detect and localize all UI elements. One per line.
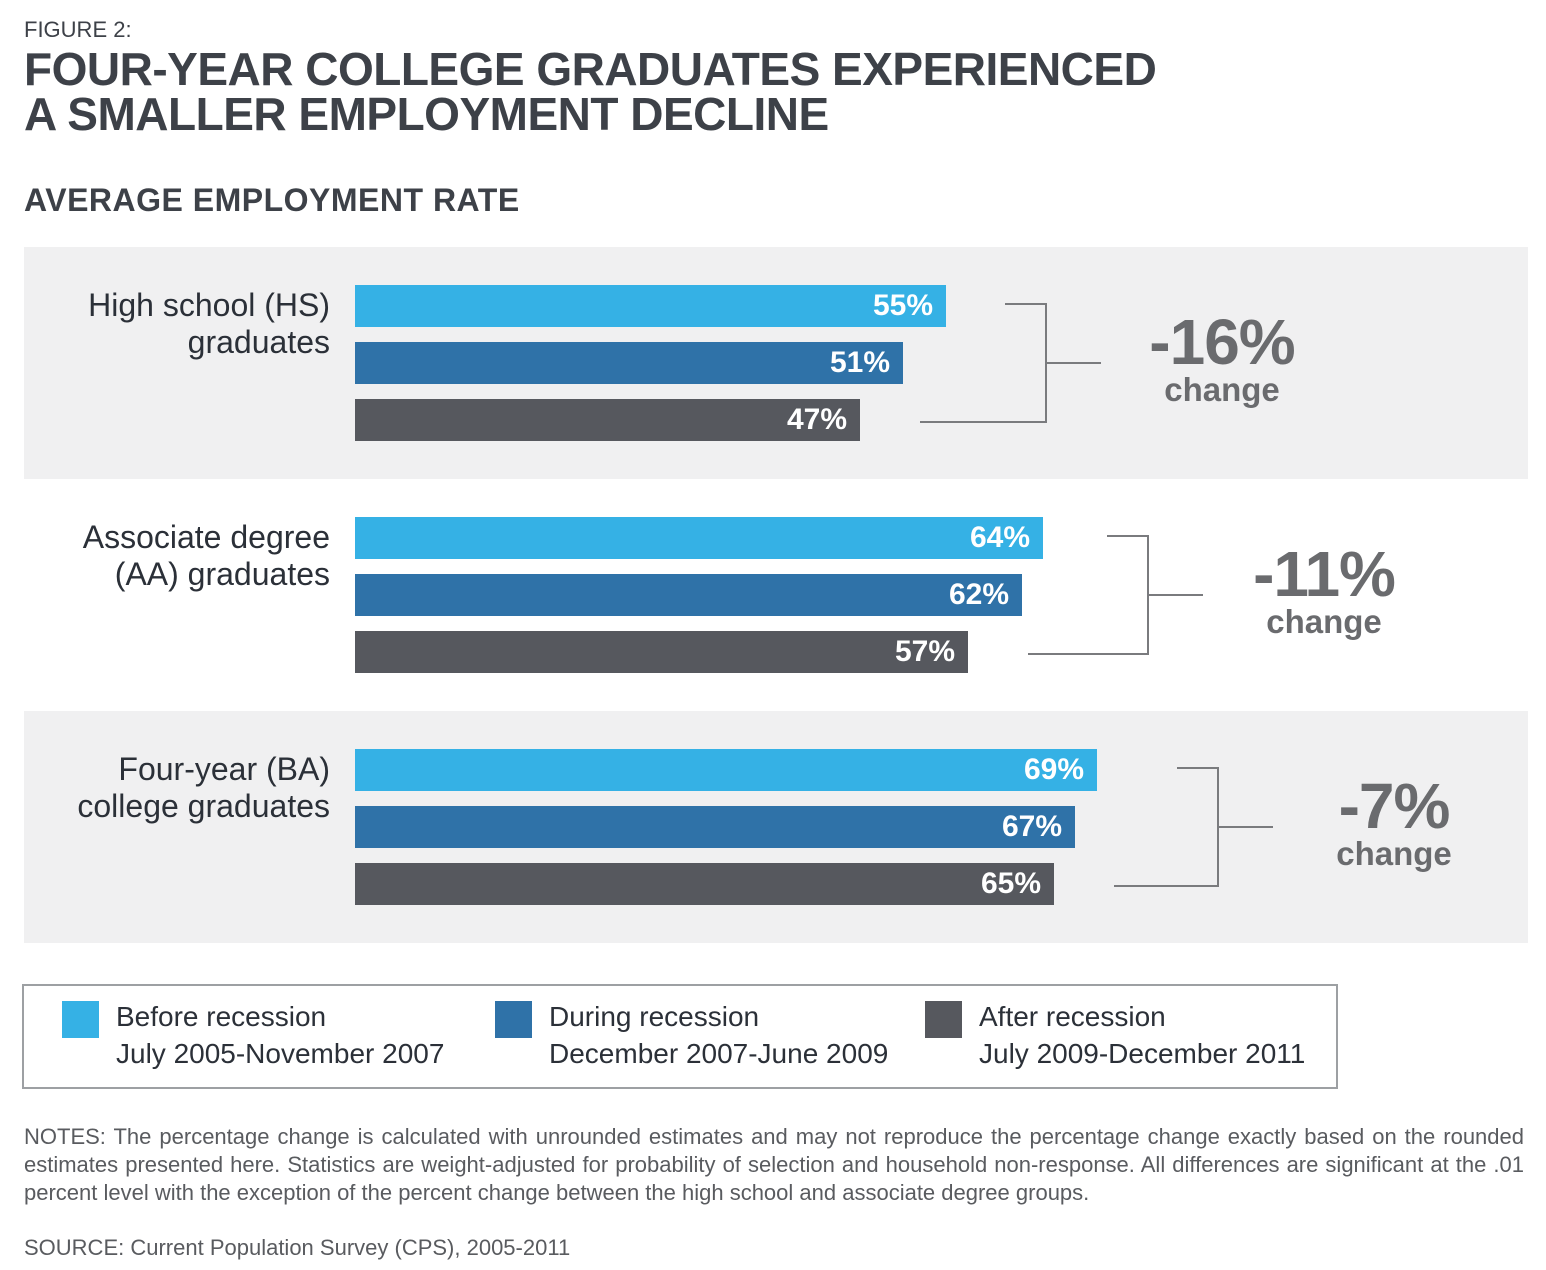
bar-value-label: 51% [829, 346, 890, 379]
change-value: -7% [1338, 770, 1451, 842]
bracket-middle-line [1147, 594, 1203, 596]
bracket-top-line [1005, 303, 1045, 305]
legend-series-period: July 2005-November 2007 [116, 1038, 445, 1069]
legend-label: Before recession July 2005-November 2007 [116, 998, 444, 1072]
category-label: High school (HS) graduates [24, 247, 355, 479]
category-label-line2: (AA) graduates [114, 556, 330, 592]
bar-value-label: 69% [1023, 753, 1084, 786]
category-label: Associate degree (AA) graduates [24, 479, 355, 711]
figure-label: FIGURE 2: [24, 17, 132, 42]
change-value: -16% [1149, 306, 1295, 378]
legend-item-during-recession: During recession December 2007-June 2009 [495, 998, 888, 1072]
legend-swatch-before [62, 1001, 99, 1038]
bracket-middle-line [1045, 362, 1101, 364]
figure-title-line1: FOUR-YEAR COLLEGE GRADUATES EXPERIENCED [24, 43, 1157, 95]
legend-series-period: July 2009-December 2011 [979, 1038, 1306, 1069]
change-annotation: -16% change [1117, 306, 1327, 408]
legend-series-name: During recession [549, 1001, 760, 1032]
legend-item-after-recession: After recession July 2009-December 2011 [925, 998, 1305, 1072]
source-text: SOURCE: Current Population Survey (CPS),… [24, 1235, 571, 1260]
figure-title: FOUR-YEAR COLLEGE GRADUATES EXPERIENCED A… [24, 46, 1522, 140]
bar-before-recession: 55% [355, 285, 946, 327]
bars-area: 69% 67% 65% -7% change [355, 711, 1528, 943]
bar-after-recession: 47% [355, 399, 860, 441]
chart-subtitle: AVERAGE EMPLOYMENT RATE [24, 182, 520, 218]
figure-header: FIGURE 2: FOUR-YEAR COLLEGE GRADUATES EX… [0, 0, 1546, 218]
bar-value-label: 47% [786, 403, 847, 436]
bar-before-recession: 69% [355, 749, 1097, 791]
legend-series-name: After recession [979, 1001, 1166, 1032]
bar-value-label: 65% [980, 867, 1041, 900]
category-label-line1: Associate degree [82, 519, 330, 555]
bar-value-label: 62% [948, 578, 1009, 611]
change-word: change [1164, 371, 1280, 408]
bracket-bottom-line [920, 421, 1045, 423]
legend-swatch-during [495, 1001, 532, 1038]
bar-value-label: 57% [894, 635, 955, 668]
bar-value-label: 64% [969, 521, 1030, 554]
bars-area: 64% 62% 57% -11% change [355, 479, 1528, 711]
chart-group-associate: Associate degree (AA) graduates 64% 62% … [24, 479, 1528, 711]
bar-during-recession: 67% [355, 806, 1075, 848]
change-annotation: -7% change [1289, 770, 1499, 872]
change-value: -11% [1253, 538, 1396, 610]
change-word: change [1336, 835, 1452, 872]
figure-title-line2: A SMALLER EMPLOYMENT DECLINE [24, 88, 829, 140]
bracket-bottom-line [1028, 653, 1147, 655]
bar-after-recession: 65% [355, 863, 1054, 905]
chart-group-high-school: High school (HS) graduates 55% 51% 47% -… [24, 247, 1528, 479]
legend-series-name: Before recession [116, 1001, 327, 1032]
category-label-line1: High school (HS) [88, 287, 330, 323]
notes-text: NOTES: The percentage change is calculat… [24, 1124, 1524, 1205]
legend-swatch-after [925, 1001, 962, 1038]
bar-after-recession: 57% [355, 631, 968, 673]
bars-area: 55% 51% 47% -16% change [355, 247, 1528, 479]
change-word: change [1266, 603, 1382, 640]
bar-value-label: 67% [1001, 810, 1062, 843]
bar-before-recession: 64% [355, 517, 1043, 559]
bar-during-recession: 51% [355, 342, 903, 384]
bracket-bottom-line [1114, 885, 1217, 887]
bracket-top-line [1177, 767, 1217, 769]
bar-chart: High school (HS) graduates 55% 51% 47% -… [0, 247, 1546, 943]
legend-label: During recession December 2007-June 2009 [549, 998, 888, 1072]
legend-label: After recession July 2009-December 2011 [979, 998, 1305, 1072]
chart-legend: Before recession July 2005-November 2007… [22, 984, 1338, 1089]
bar-value-label: 55% [872, 289, 933, 322]
bracket-middle-line [1217, 826, 1273, 828]
legend-item-before-recession: Before recession July 2005-November 2007 [62, 998, 444, 1072]
legend-series-period: December 2007-June 2009 [549, 1038, 889, 1069]
chart-group-four-year: Four-year (BA) college graduates 69% 67%… [24, 711, 1528, 943]
category-label-line2: graduates [187, 324, 330, 360]
category-label: Four-year (BA) college graduates [24, 711, 355, 943]
category-label-line1: Four-year (BA) [118, 751, 330, 787]
category-label-line2: college graduates [77, 788, 330, 824]
bar-during-recession: 62% [355, 574, 1022, 616]
change-annotation: -11% change [1219, 538, 1429, 640]
bracket-top-line [1107, 535, 1147, 537]
